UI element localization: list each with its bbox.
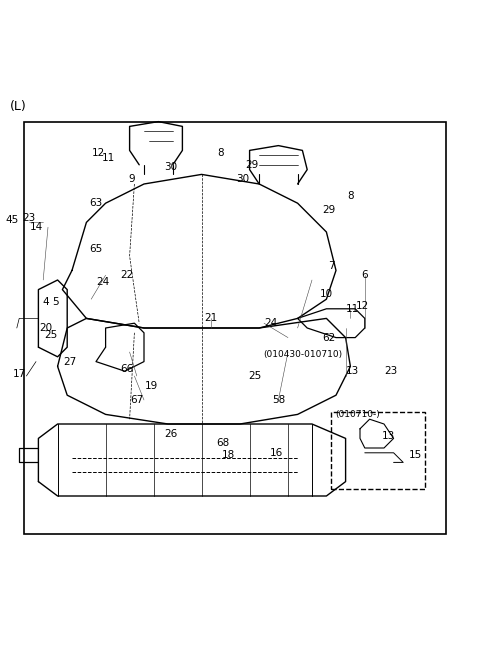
- Text: (010710-): (010710-): [335, 410, 380, 419]
- Text: 67: 67: [130, 395, 144, 405]
- Text: 13: 13: [382, 431, 396, 441]
- Text: 24: 24: [264, 318, 278, 328]
- Text: 29: 29: [245, 160, 259, 170]
- Text: 11: 11: [346, 304, 360, 314]
- Text: 6: 6: [361, 270, 368, 280]
- Text: 7: 7: [328, 260, 335, 270]
- Text: 19: 19: [144, 380, 158, 390]
- Text: 24: 24: [96, 277, 110, 287]
- Text: 68: 68: [216, 438, 230, 448]
- Text: 8: 8: [347, 191, 354, 201]
- Text: 17: 17: [12, 369, 26, 379]
- Text: 66: 66: [120, 364, 134, 374]
- Text: 8: 8: [217, 148, 224, 158]
- Text: 65: 65: [89, 244, 103, 254]
- Text: 58: 58: [272, 395, 285, 405]
- Text: 45: 45: [5, 215, 19, 225]
- Text: 14: 14: [29, 222, 43, 232]
- Text: 63: 63: [89, 198, 103, 208]
- Text: 12: 12: [356, 301, 369, 312]
- Text: 15: 15: [408, 450, 422, 461]
- Text: 16: 16: [269, 448, 283, 458]
- Text: 11: 11: [101, 153, 115, 163]
- Text: 21: 21: [204, 314, 218, 323]
- Text: 20: 20: [39, 323, 52, 333]
- Text: 25: 25: [248, 371, 261, 381]
- Text: (L): (L): [10, 100, 26, 113]
- Text: 23: 23: [384, 366, 398, 376]
- Text: 5: 5: [52, 297, 59, 306]
- Text: 9: 9: [129, 174, 135, 184]
- Text: 10: 10: [320, 289, 333, 299]
- Text: 22: 22: [120, 270, 134, 280]
- Text: (010430-010710): (010430-010710): [263, 350, 342, 359]
- Text: 25: 25: [44, 330, 57, 340]
- Text: 12: 12: [92, 148, 105, 158]
- Text: 18: 18: [221, 450, 235, 461]
- Text: 30: 30: [236, 174, 249, 184]
- Text: 62: 62: [322, 333, 336, 342]
- Text: 13: 13: [346, 366, 360, 376]
- Text: 30: 30: [164, 162, 177, 173]
- Text: 23: 23: [22, 213, 36, 222]
- Text: 29: 29: [322, 205, 336, 215]
- Text: 26: 26: [164, 428, 177, 439]
- Text: 4: 4: [42, 297, 49, 306]
- Text: 27: 27: [63, 357, 76, 367]
